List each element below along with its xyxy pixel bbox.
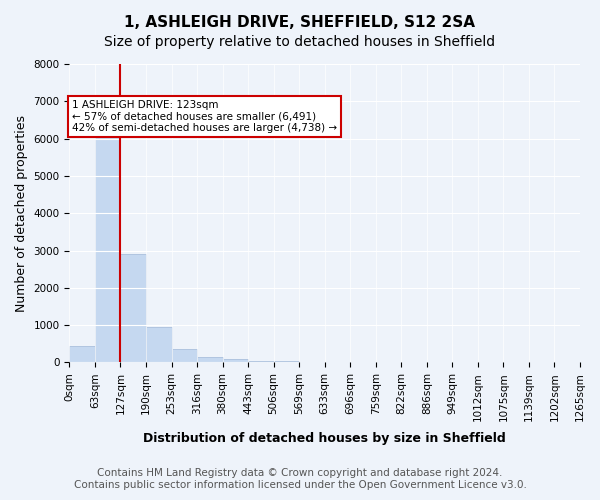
X-axis label: Distribution of detached houses by size in Sheffield: Distribution of detached houses by size … [143, 432, 506, 445]
Bar [223, 359, 248, 362]
Y-axis label: Number of detached properties: Number of detached properties [15, 114, 28, 312]
Bar [146, 327, 172, 362]
Text: 1, ASHLEIGH DRIVE, SHEFFIELD, S12 2SA: 1, ASHLEIGH DRIVE, SHEFFIELD, S12 2SA [125, 15, 476, 30]
Bar [197, 357, 223, 362]
Bar [248, 360, 274, 362]
Bar [70, 346, 95, 362]
Text: 1 ASHLEIGH DRIVE: 123sqm
← 57% of detached houses are smaller (6,491)
42% of sem: 1 ASHLEIGH DRIVE: 123sqm ← 57% of detach… [72, 100, 337, 133]
Text: Size of property relative to detached houses in Sheffield: Size of property relative to detached ho… [104, 35, 496, 49]
Bar [172, 350, 197, 362]
Text: Contains HM Land Registry data © Crown copyright and database right 2024.
Contai: Contains HM Land Registry data © Crown c… [74, 468, 526, 490]
Bar [121, 254, 146, 362]
Bar [95, 124, 121, 362]
